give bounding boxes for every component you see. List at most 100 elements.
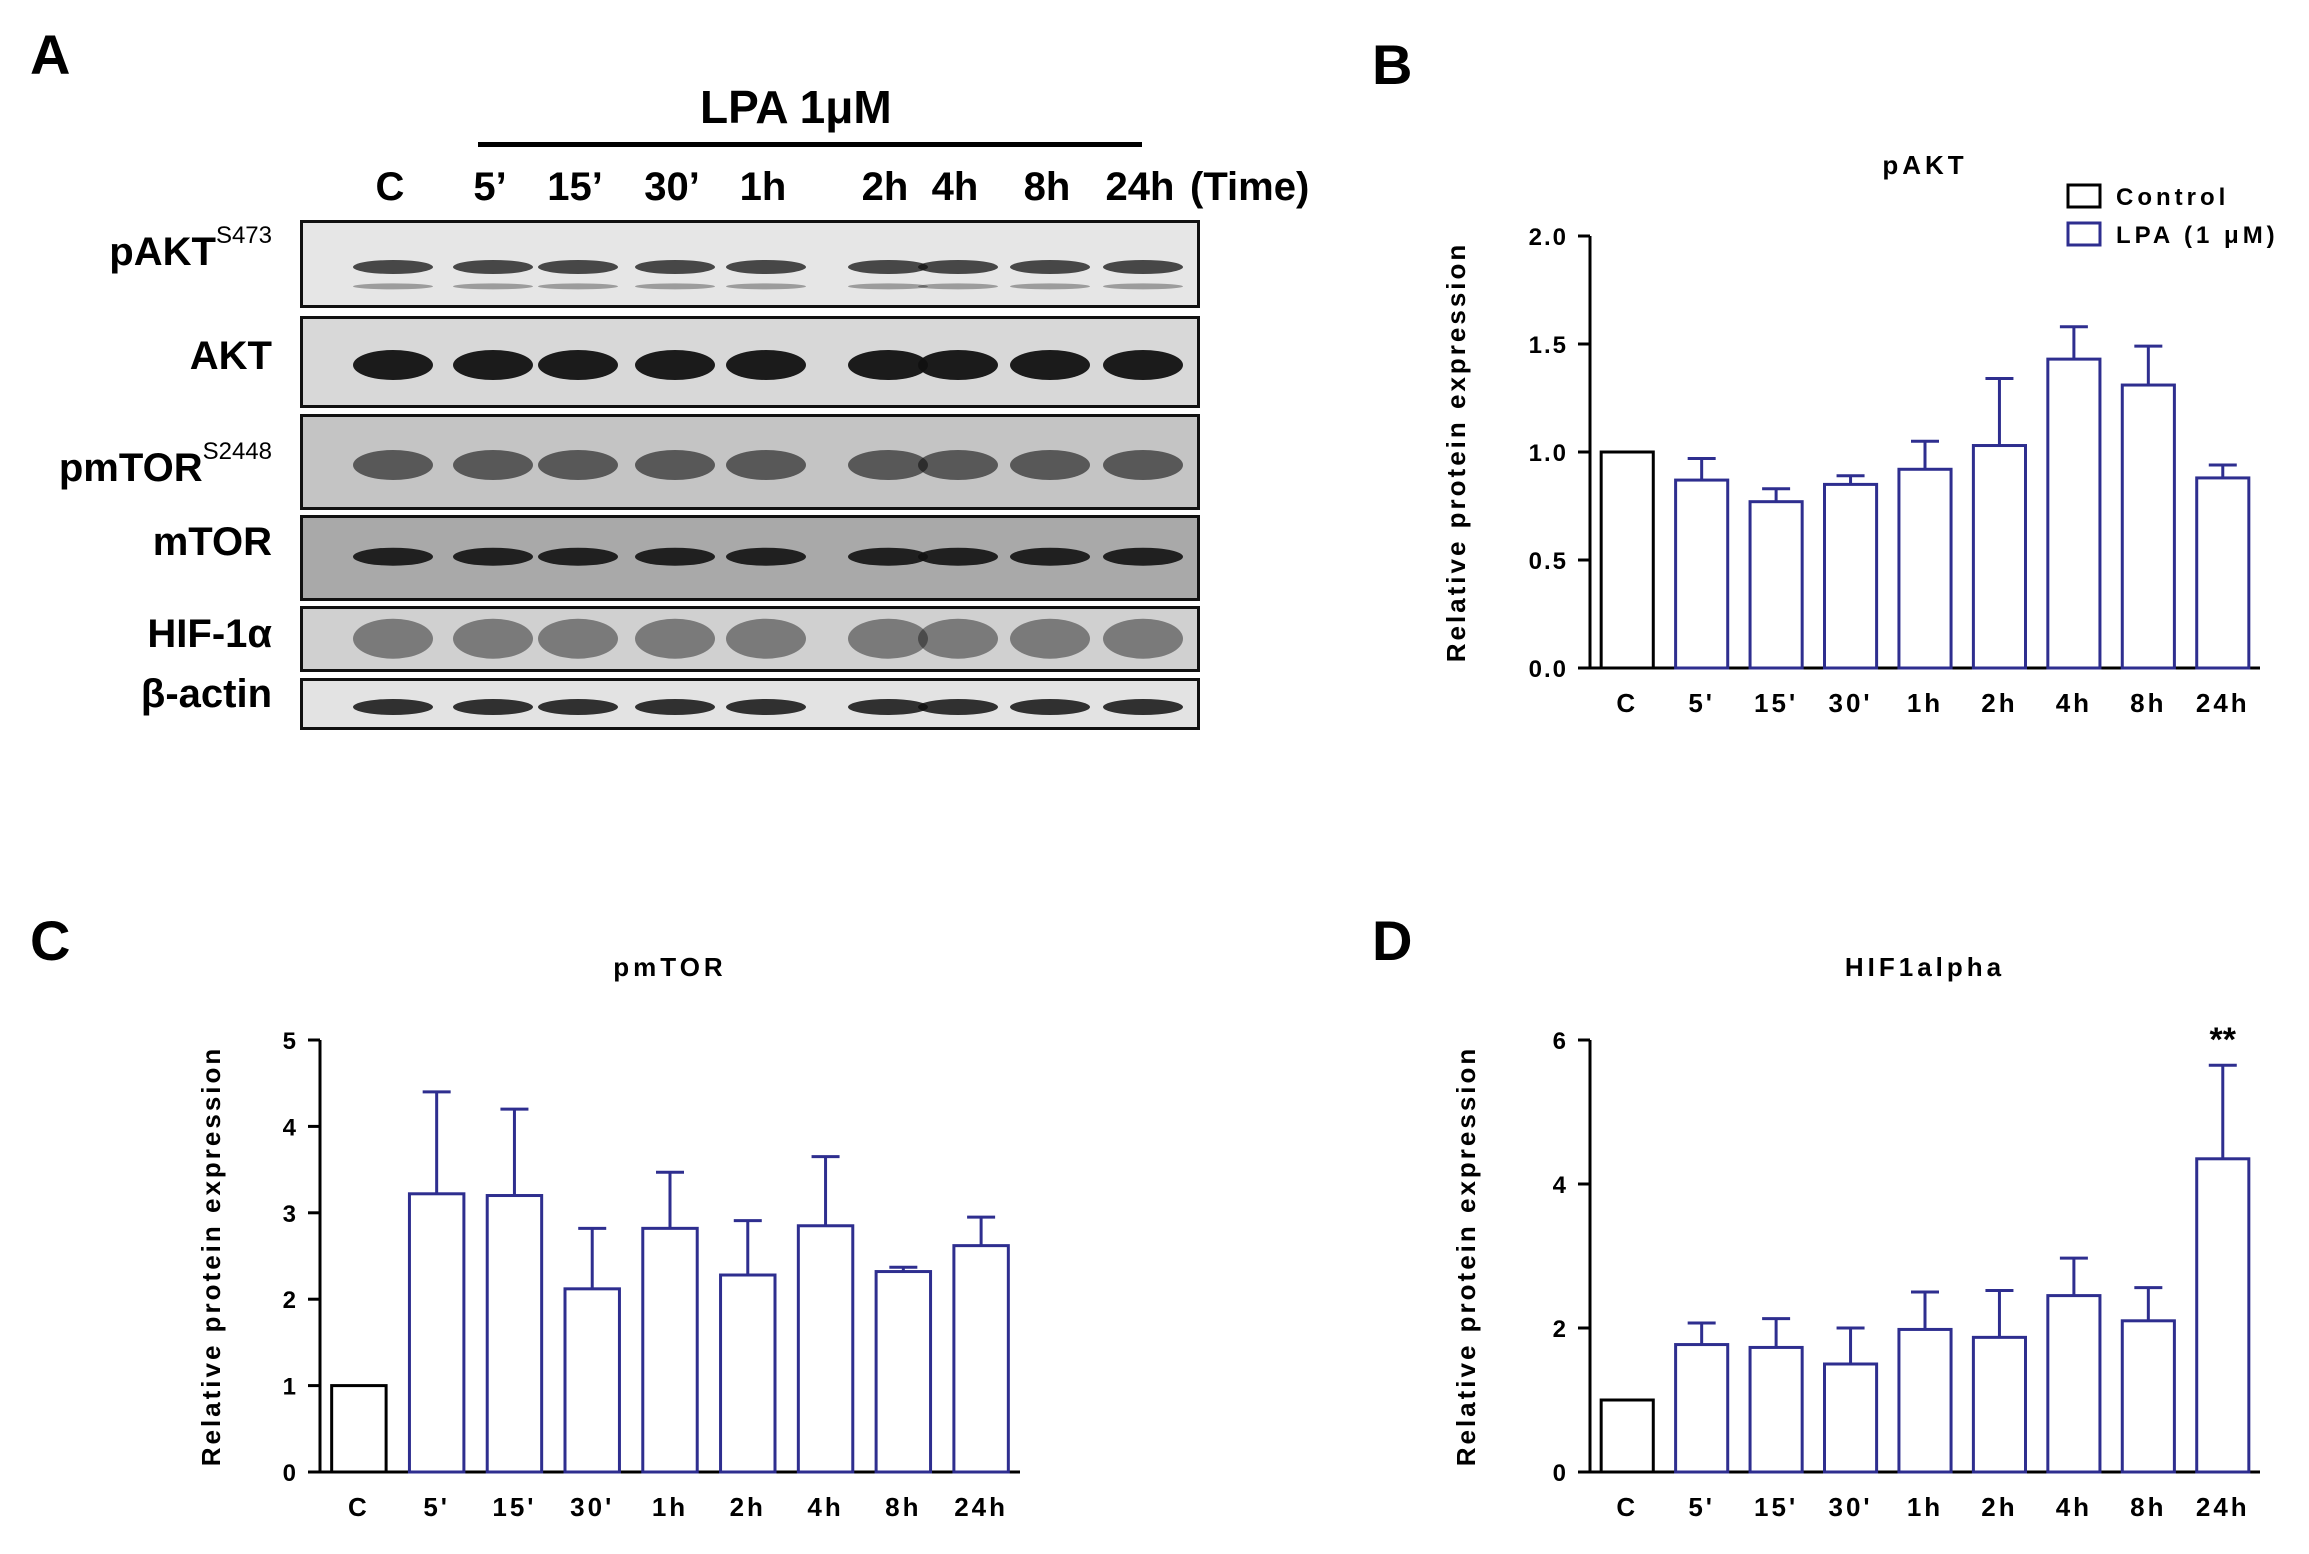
- y-axis-label: Relative protein expression: [1451, 1046, 1481, 1467]
- blot-strip: [300, 316, 1200, 408]
- x-tick-label: 8h: [2130, 1492, 2166, 1522]
- x-tick-label: 1h: [1907, 1492, 1943, 1522]
- lane-label: 4h: [931, 165, 979, 209]
- bar: [563, 1287, 621, 1474]
- blot-band: [918, 283, 998, 290]
- legend-swatch: [2066, 183, 2102, 209]
- lane-label: 1h: [739, 165, 787, 209]
- x-tick-label: 5': [1688, 1492, 1715, 1522]
- x-tick-label: 24h: [2196, 688, 2250, 718]
- blot-band: [538, 547, 618, 566]
- blot-band: [1010, 450, 1090, 480]
- blot-strip: [300, 606, 1200, 672]
- blot-band: [848, 618, 928, 659]
- blot-band: [635, 699, 715, 715]
- bar: [1748, 1345, 1804, 1474]
- bar: [641, 1226, 699, 1474]
- y-tick-label: 0.5: [1529, 548, 1568, 575]
- blot-band: [453, 350, 533, 380]
- bar: [952, 1244, 1010, 1474]
- y-axis-label: Relative protein expression: [196, 1046, 226, 1467]
- x-tick-label: 30': [1829, 1492, 1873, 1522]
- blot-band: [635, 260, 715, 274]
- x-tick-label: 8h: [885, 1492, 921, 1522]
- y-tick-label: 5: [283, 1028, 298, 1055]
- blot-band: [918, 547, 998, 566]
- x-tick-label: 1h: [1907, 688, 1943, 718]
- blot-band: [726, 350, 806, 380]
- bar: [1599, 450, 1655, 670]
- lane-label: C: [375, 165, 405, 209]
- y-tick-label: 0.0: [1529, 656, 1568, 683]
- blot-band: [726, 618, 806, 659]
- blot-band: [1103, 699, 1183, 715]
- y-tick-label: 2.0: [1529, 224, 1568, 251]
- bar: [1748, 500, 1804, 670]
- time-label: (Time): [1190, 165, 1310, 209]
- lane-label: 24h: [1105, 165, 1175, 209]
- panel-label-c: C: [30, 909, 71, 972]
- western-blot-panel: LPA 1μM C 5’ 15’ 30’ 1h 2h 4h 8h 24h (Time) pAKT…: [0, 0, 1340, 760]
- bar: [2120, 1319, 2176, 1474]
- blot-band: [353, 618, 433, 659]
- bar: [1823, 1362, 1879, 1474]
- blot-image: [353, 547, 1183, 566]
- bar: [2046, 357, 2102, 670]
- blot-band: [726, 260, 806, 274]
- bar: [1674, 478, 1730, 670]
- blot-band: [353, 450, 433, 480]
- blot-band: [848, 283, 928, 290]
- bar: [407, 1192, 466, 1474]
- x-tick-label: 2h: [1981, 688, 2017, 718]
- blot-band: [1103, 450, 1183, 480]
- legend-label: Control: [2116, 184, 2229, 211]
- blot-band: [848, 350, 928, 380]
- lane-label: 2h: [861, 165, 909, 209]
- blot-band: [726, 699, 806, 715]
- significance-marker: **: [2210, 1021, 2237, 1059]
- blot-band: [1010, 260, 1090, 274]
- bar: [719, 1273, 777, 1474]
- blot-band: [635, 547, 715, 566]
- blot-band: [453, 283, 533, 290]
- protein-name: pmTOR: [58, 446, 203, 490]
- x-tick-label: 1h: [652, 1492, 688, 1522]
- blot-image: [353, 350, 1183, 380]
- bar: [330, 1384, 388, 1474]
- pmtor-bar-chart: pmTOR Relative protein expression 0 1 2 3 4 5 C 5…: [196, 952, 1020, 1522]
- phospho-site: S2448: [202, 438, 272, 465]
- bar: [1823, 482, 1879, 670]
- x-tick-label: 15': [1754, 1492, 1798, 1522]
- bar: [1971, 444, 2028, 670]
- blot-band: [1010, 350, 1090, 380]
- y-tick-label: 6: [1553, 1028, 1568, 1055]
- bar: [2120, 383, 2176, 670]
- lane-label: 15’: [547, 165, 603, 209]
- bar: [796, 1224, 855, 1474]
- protein-name: pAKT: [109, 230, 216, 274]
- protein-name: AKT: [189, 334, 272, 378]
- bar: [1897, 467, 1953, 670]
- protein-label: β-actin: [141, 672, 272, 717]
- blot-image: [353, 260, 1183, 290]
- panel-label-a: A: [30, 23, 71, 86]
- blot-band: [1103, 350, 1183, 380]
- blot-band: [538, 618, 618, 659]
- pakt-bar-chart: pAKT Relative protein expression 0.0 0.5 1.0…: [1441, 150, 2275, 718]
- bar: [2195, 476, 2251, 670]
- protein-label: pAKTS473: [109, 222, 272, 275]
- x-tick-label: 8h: [2130, 688, 2166, 718]
- blot-band: [353, 260, 433, 274]
- blot-image: [353, 618, 1183, 659]
- blot-strip: [300, 678, 1200, 730]
- x-tick-label: 2h: [1981, 1492, 2017, 1522]
- blot-band: [353, 283, 433, 290]
- bar: [485, 1194, 544, 1474]
- bar: [1674, 1343, 1730, 1474]
- y-tick-label: 4: [1553, 1172, 1568, 1199]
- bar: [1599, 1398, 1655, 1474]
- protein-label: HIF-1α: [147, 612, 272, 657]
- blot-band: [918, 699, 998, 715]
- blot-band: [453, 450, 533, 480]
- blot-band: [1010, 283, 1090, 290]
